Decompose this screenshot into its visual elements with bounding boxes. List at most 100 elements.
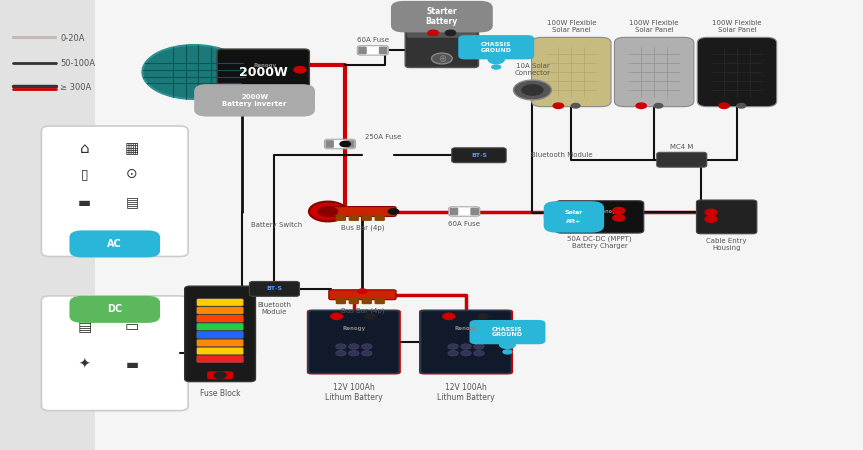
- FancyBboxPatch shape: [697, 37, 777, 107]
- Circle shape: [293, 67, 306, 73]
- Circle shape: [737, 104, 746, 108]
- FancyBboxPatch shape: [375, 298, 385, 304]
- FancyBboxPatch shape: [556, 201, 644, 233]
- Circle shape: [349, 351, 359, 356]
- FancyBboxPatch shape: [336, 215, 346, 221]
- Circle shape: [491, 64, 501, 70]
- FancyBboxPatch shape: [362, 215, 372, 221]
- FancyBboxPatch shape: [69, 296, 161, 323]
- FancyBboxPatch shape: [41, 126, 188, 256]
- FancyBboxPatch shape: [544, 210, 604, 233]
- FancyBboxPatch shape: [197, 299, 243, 306]
- FancyBboxPatch shape: [406, 27, 478, 68]
- FancyBboxPatch shape: [0, 0, 95, 450]
- Text: Fuse Block: Fuse Block: [200, 389, 240, 398]
- Text: ✦: ✦: [79, 357, 91, 372]
- Circle shape: [318, 206, 338, 217]
- Circle shape: [705, 209, 717, 216]
- Circle shape: [636, 103, 646, 108]
- Circle shape: [719, 103, 729, 108]
- FancyBboxPatch shape: [185, 286, 255, 382]
- Circle shape: [613, 215, 625, 221]
- FancyBboxPatch shape: [544, 201, 604, 224]
- Text: BT·S: BT·S: [267, 286, 282, 292]
- FancyBboxPatch shape: [469, 320, 545, 344]
- Text: ▤: ▤: [78, 319, 91, 334]
- Text: Bluetooth Module: Bluetooth Module: [531, 152, 592, 158]
- FancyBboxPatch shape: [450, 207, 458, 215]
- Text: ▤: ▤: [125, 195, 139, 210]
- FancyBboxPatch shape: [421, 310, 511, 374]
- FancyBboxPatch shape: [41, 296, 188, 410]
- FancyBboxPatch shape: [197, 339, 243, 346]
- FancyBboxPatch shape: [375, 215, 385, 221]
- Text: 2000W
Battery Inverter: 2000W Battery Inverter: [223, 94, 287, 107]
- Text: Battery Switch: Battery Switch: [250, 222, 302, 228]
- Text: Renogy: Renogy: [598, 209, 619, 214]
- FancyBboxPatch shape: [309, 310, 399, 374]
- Text: Bluetooth
Module: Bluetooth Module: [257, 302, 292, 315]
- FancyBboxPatch shape: [207, 371, 233, 379]
- Text: CHASSIS
GROUND: CHASSIS GROUND: [492, 327, 523, 338]
- Text: Starter
Battery: Starter Battery: [425, 7, 458, 27]
- FancyBboxPatch shape: [449, 207, 480, 216]
- Circle shape: [488, 55, 505, 64]
- Circle shape: [366, 314, 376, 319]
- Circle shape: [443, 313, 455, 320]
- Circle shape: [521, 84, 544, 96]
- FancyBboxPatch shape: [307, 310, 400, 374]
- Circle shape: [571, 104, 580, 108]
- Text: 0-20A: 0-20A: [60, 34, 85, 43]
- FancyBboxPatch shape: [217, 49, 309, 90]
- FancyBboxPatch shape: [197, 331, 243, 338]
- Circle shape: [461, 351, 471, 356]
- Circle shape: [502, 349, 513, 355]
- Circle shape: [309, 202, 347, 221]
- Circle shape: [428, 30, 438, 36]
- Circle shape: [613, 207, 625, 214]
- FancyBboxPatch shape: [336, 298, 346, 304]
- Text: BT·S: BT·S: [471, 153, 487, 158]
- Text: 2000W: 2000W: [239, 66, 287, 78]
- FancyBboxPatch shape: [458, 35, 534, 59]
- Text: MC4 M: MC4 M: [670, 144, 694, 150]
- Circle shape: [388, 209, 399, 214]
- FancyBboxPatch shape: [696, 200, 757, 234]
- Text: ⊙: ⊙: [126, 167, 138, 181]
- FancyBboxPatch shape: [346, 140, 355, 148]
- Circle shape: [142, 45, 246, 99]
- Circle shape: [336, 351, 346, 356]
- Circle shape: [478, 314, 488, 319]
- Text: ▯: ▯: [81, 167, 88, 181]
- FancyBboxPatch shape: [349, 215, 359, 221]
- Text: 50A DC-DC (MPPT)
Battery Charger: 50A DC-DC (MPPT) Battery Charger: [568, 236, 632, 249]
- Circle shape: [461, 344, 471, 349]
- Text: 100W Flexible
Solar Panel: 100W Flexible Solar Panel: [629, 20, 679, 33]
- Text: Renogy: Renogy: [254, 63, 276, 68]
- FancyBboxPatch shape: [391, 1, 493, 32]
- Circle shape: [432, 53, 452, 64]
- Text: 60A Fuse: 60A Fuse: [448, 221, 481, 227]
- FancyBboxPatch shape: [194, 84, 315, 117]
- Circle shape: [448, 351, 458, 356]
- Circle shape: [654, 104, 663, 108]
- Text: 12V 100Ah
Lithum Battery: 12V 100Ah Lithum Battery: [325, 382, 382, 402]
- FancyBboxPatch shape: [362, 298, 372, 304]
- Circle shape: [362, 351, 372, 356]
- FancyBboxPatch shape: [407, 30, 476, 38]
- FancyBboxPatch shape: [197, 315, 243, 322]
- Text: Bus Bar (4p): Bus Bar (4p): [341, 307, 384, 314]
- Text: 100W Flexible
Solar Panel: 100W Flexible Solar Panel: [546, 20, 596, 33]
- Circle shape: [362, 344, 372, 349]
- Text: 250A Fuse: 250A Fuse: [365, 134, 401, 140]
- Circle shape: [553, 103, 564, 108]
- Text: 12V 100Ah
Lithum Battery: 12V 100Ah Lithum Battery: [438, 382, 494, 402]
- Circle shape: [474, 344, 484, 349]
- FancyBboxPatch shape: [324, 140, 356, 148]
- FancyBboxPatch shape: [197, 307, 243, 314]
- FancyBboxPatch shape: [325, 140, 334, 148]
- Text: AC: AC: [107, 239, 123, 249]
- Text: ▬: ▬: [78, 195, 91, 210]
- Text: ▭: ▭: [125, 319, 139, 334]
- Text: ▬: ▬: [125, 357, 139, 372]
